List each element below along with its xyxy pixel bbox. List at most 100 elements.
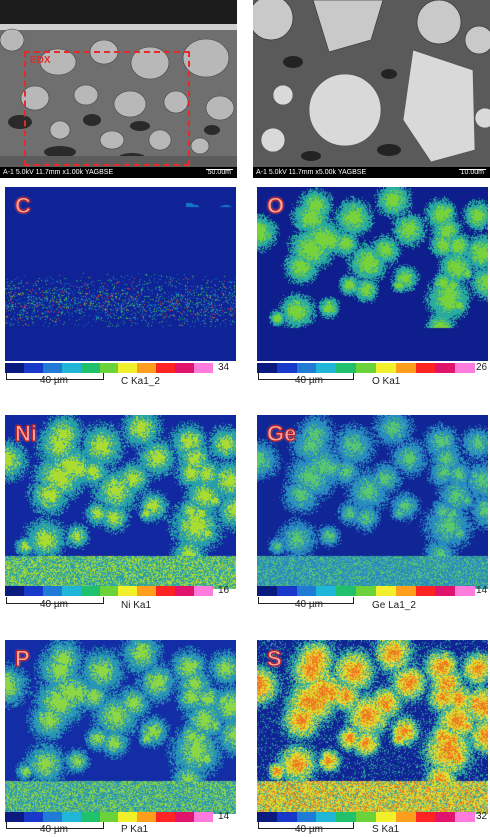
eds-region-label: EDX <box>30 55 51 66</box>
eds-map-ge: Ge <box>257 415 488 589</box>
colorbar-swatch <box>375 586 396 596</box>
colorbar-swatch <box>23 812 43 822</box>
colorbar-swatch <box>336 812 357 822</box>
colorbar-swatch <box>455 812 475 822</box>
colorbar-swatch <box>257 363 277 373</box>
scale-label: 40 µm <box>295 375 323 386</box>
eds-map-p: P <box>5 640 236 814</box>
colorbar-swatch <box>175 363 195 373</box>
scale-label: 40 µm <box>40 824 68 835</box>
eds-map-canvas <box>5 415 236 589</box>
colorbar-swatch <box>375 363 396 373</box>
colorbar-swatch <box>175 812 195 822</box>
colorbar-swatch <box>276 812 297 822</box>
colorbar-swatch <box>118 363 138 373</box>
colorbar-swatch <box>276 586 297 596</box>
colorbar <box>5 363 213 373</box>
colorbar-swatch <box>23 363 43 373</box>
colorbar-swatch <box>5 812 24 822</box>
colorbar-swatch <box>5 363 24 373</box>
scale-bar <box>6 597 104 604</box>
colorbar-swatch <box>435 363 456 373</box>
colorbar-swatch <box>156 586 176 596</box>
colorbar-swatch <box>42 363 62 373</box>
colorbar-swatch <box>156 363 176 373</box>
colorbar <box>257 586 475 596</box>
colorbar-swatch <box>137 812 157 822</box>
colorbar-swatch <box>99 812 119 822</box>
colorbar-swatch <box>80 363 100 373</box>
colorbar-swatch <box>61 586 81 596</box>
colorbar-swatch <box>61 363 81 373</box>
colorbar-swatch <box>316 363 337 373</box>
colorbar <box>257 812 475 822</box>
colorbar-swatch <box>156 812 176 822</box>
colorbar-max-value: 26 <box>476 362 488 373</box>
colorbar-swatch <box>415 586 436 596</box>
scale-label: 40 µm <box>295 599 323 610</box>
sem-info-strip: A-1 5.0kV 11.7mm x1.00k YAGBSE 50.0um <box>0 167 237 178</box>
colorbar-swatch <box>194 586 213 596</box>
eds-map-canvas <box>5 187 236 361</box>
colorbar-swatch <box>80 812 100 822</box>
colorbar-swatch <box>375 812 396 822</box>
sem-image-low-mag: EDX A-1 5.0kV 11.7mm x1.00k YAGBSE 50.0u… <box>0 0 237 178</box>
colorbar-swatch <box>455 586 475 596</box>
colorbar-swatch <box>99 586 119 596</box>
element-label: C <box>15 193 32 219</box>
colorbar-swatch <box>336 586 357 596</box>
xray-line-label: P Ka1 <box>121 824 149 835</box>
element-label: P <box>15 646 31 672</box>
eds-map-canvas <box>257 640 488 814</box>
scale-bar <box>258 373 354 380</box>
colorbar-swatch <box>42 586 62 596</box>
colorbar-swatch <box>194 363 213 373</box>
colorbar-swatch <box>276 363 297 373</box>
colorbar <box>5 812 213 822</box>
colorbar-max-value: 32 <box>476 811 488 822</box>
eds-map-canvas <box>5 640 236 814</box>
colorbar-swatch <box>137 586 157 596</box>
colorbar-swatch <box>415 363 436 373</box>
colorbar-swatch <box>395 812 416 822</box>
xray-line-label: Ge La1_2 <box>372 600 416 611</box>
colorbar-swatch <box>296 812 317 822</box>
colorbar-swatch <box>316 812 337 822</box>
colorbar <box>5 586 213 596</box>
scale-label: 40 µm <box>295 824 323 835</box>
colorbar-swatch <box>42 812 62 822</box>
colorbar-max-value: 14 <box>476 585 488 596</box>
colorbar-swatch <box>455 363 475 373</box>
sem-info-strip: A-1 5.0kV 11.7mm x5.00k YAGBSE 10.0um <box>253 167 490 178</box>
xray-line-label: Ni Ka1 <box>121 600 152 611</box>
xray-line-label: O Ka1 <box>372 376 401 387</box>
sem-info-text: A-1 5.0kV 11.7mm x1.00k YAGBSE <box>3 169 114 176</box>
colorbar-swatch <box>118 586 138 596</box>
colorbar-swatch <box>435 812 456 822</box>
eds-map-c: C <box>5 187 236 361</box>
element-label: O <box>266 193 285 219</box>
colorbar-swatch <box>296 586 317 596</box>
scale-bar <box>6 373 104 380</box>
colorbar-swatch <box>336 363 357 373</box>
colorbar-swatch <box>194 812 213 822</box>
scale-bar <box>6 822 104 829</box>
colorbar-swatch <box>316 586 337 596</box>
eds-map-canvas <box>257 187 488 361</box>
colorbar-swatch <box>257 812 277 822</box>
colorbar-swatch <box>118 812 138 822</box>
colorbar-swatch <box>296 363 317 373</box>
colorbar-swatch <box>395 363 416 373</box>
colorbar-swatch <box>61 812 81 822</box>
colorbar-swatch <box>395 586 416 596</box>
eds-map-o: O <box>257 187 488 361</box>
colorbar-swatch <box>356 586 376 596</box>
eds-region-box <box>24 51 190 166</box>
xray-line-label: C Ka1_2 <box>121 376 160 387</box>
scale-bar <box>258 822 354 829</box>
element-label: Ni <box>15 421 38 447</box>
colorbar-swatch <box>435 586 456 596</box>
element-label: S <box>267 646 283 672</box>
colorbar-swatch <box>175 586 195 596</box>
colorbar-swatch <box>356 363 376 373</box>
